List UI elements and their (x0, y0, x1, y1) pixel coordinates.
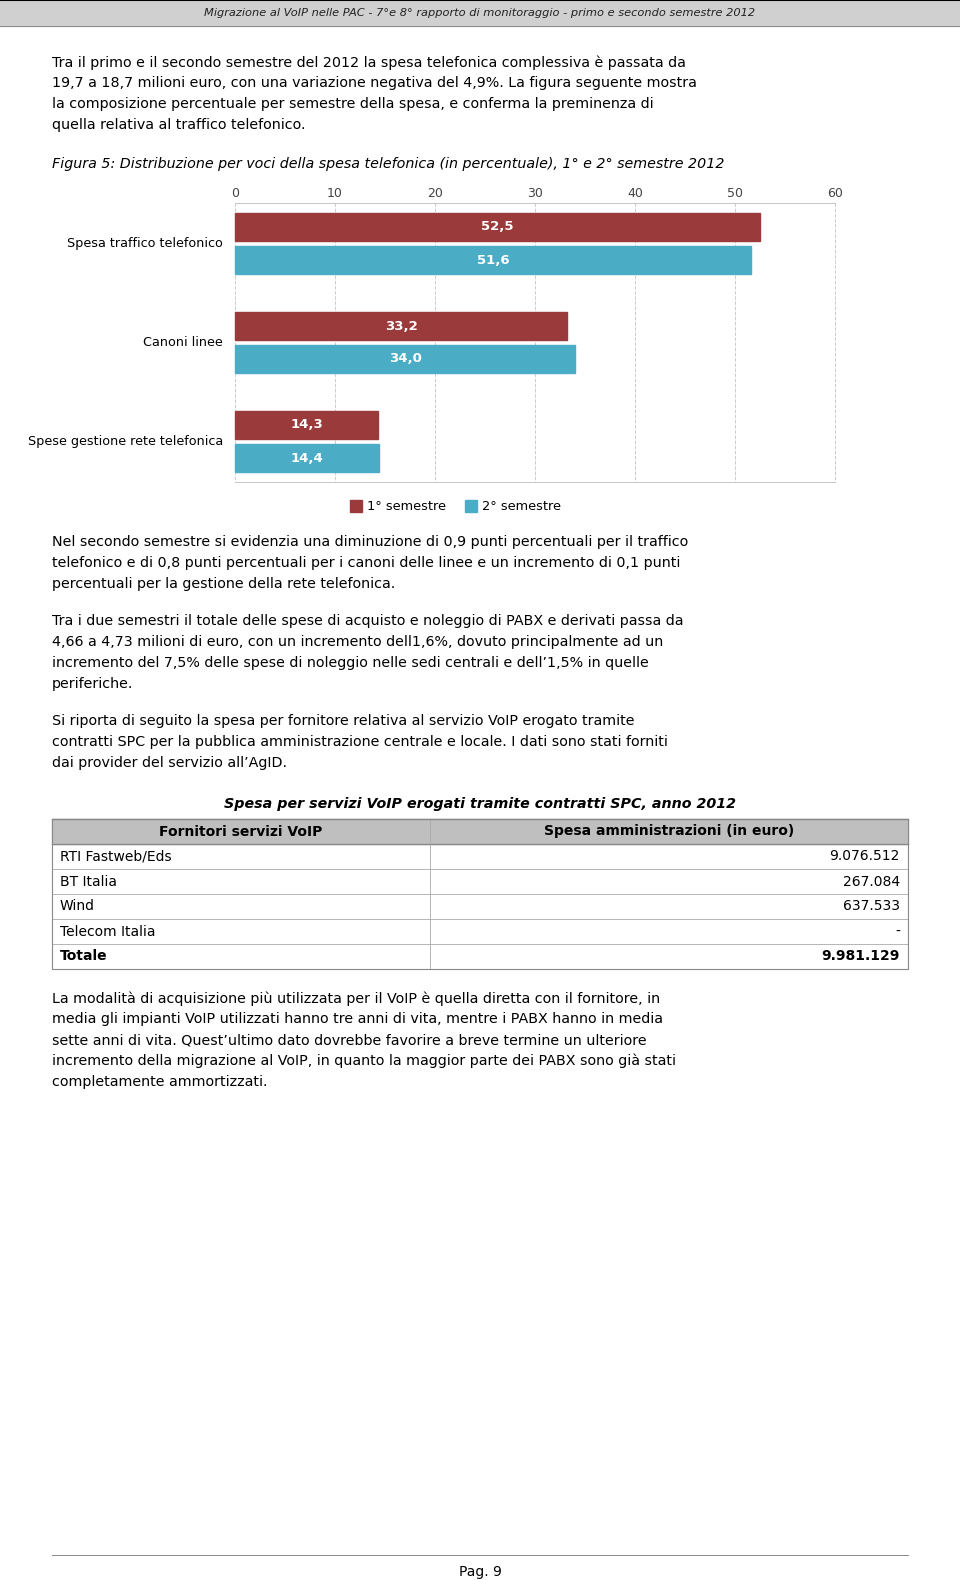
Bar (52, 818, 908, 844)
Bar (235, 411, 378, 439)
Bar (350, 499, 362, 512)
Text: 50: 50 (727, 186, 743, 201)
Text: completamente ammortizzati.: completamente ammortizzati. (52, 1074, 268, 1089)
Text: percentuali per la gestione della rete telefonica.: percentuali per la gestione della rete t… (52, 577, 396, 591)
Text: 20: 20 (427, 186, 443, 201)
Text: Canoni linee: Canoni linee (143, 337, 223, 349)
Text: Figura 5: Distribuzione per voci della spesa telefonica (in percentuale), 1° e 2: Figura 5: Distribuzione per voci della s… (52, 156, 725, 171)
Text: 14,4: 14,4 (291, 452, 324, 465)
Text: periferiche.: periferiche. (52, 676, 133, 690)
Text: media gli impianti VoIP utilizzati hanno tre anni di vita, mentre i PABX hanno i: media gli impianti VoIP utilizzati hanno… (52, 1013, 663, 1025)
Text: BT Italia: BT Italia (60, 874, 117, 888)
Bar (235, 311, 567, 340)
Text: la composizione percentuale per semestre della spesa, e conferma la preminenza d: la composizione percentuale per semestre… (52, 96, 654, 111)
Text: Tra i due semestri il totale delle spese di acquisto e noleggio di PABX e deriva: Tra i due semestri il totale delle spese… (52, 615, 684, 627)
Text: Spesa traffico telefonico: Spesa traffico telefonico (67, 237, 223, 250)
Text: 52,5: 52,5 (481, 221, 514, 234)
Text: contratti SPC per la pubblica amministrazione centrale e locale. I dati sono sta: contratti SPC per la pubblica amministra… (52, 735, 668, 749)
Text: 51,6: 51,6 (477, 253, 510, 267)
Text: 9.076.512: 9.076.512 (829, 850, 900, 864)
Text: 40: 40 (627, 186, 643, 201)
Text: 2° semestre: 2° semestre (482, 499, 561, 512)
Text: 0: 0 (231, 186, 239, 201)
Text: Migrazione al VoIP nelle PAC - 7°e 8° rapporto di monitoraggio - primo e secondo: Migrazione al VoIP nelle PAC - 7°e 8° ra… (204, 8, 756, 17)
Text: dai provider del servizio all’AgID.: dai provider del servizio all’AgID. (52, 755, 287, 769)
Text: 637.533: 637.533 (843, 899, 900, 913)
Bar (235, 246, 751, 273)
Text: 10: 10 (327, 186, 343, 201)
Text: 1° semestre: 1° semestre (367, 499, 446, 512)
Text: Nel secondo semestre si evidenzia una diminuzione di 0,9 punti percentuali per i: Nel secondo semestre si evidenzia una di… (52, 536, 688, 548)
Text: 34,0: 34,0 (389, 352, 421, 365)
Text: Tra il primo e il secondo semestre del 2012 la spesa telefonica complessiva è pa: Tra il primo e il secondo semestre del 2… (52, 55, 685, 70)
Bar (235, 444, 379, 472)
Text: RTI Fastweb/Eds: RTI Fastweb/Eds (60, 850, 172, 864)
Text: Si riporta di seguito la spesa per fornitore relativa al servizio VoIP erogato t: Si riporta di seguito la spesa per forni… (52, 714, 635, 728)
Text: Wind: Wind (60, 899, 95, 913)
Text: incremento del 7,5% delle spese di noleggio nelle sedi centrali e dell’1,5% in q: incremento del 7,5% delle spese di noleg… (52, 656, 649, 670)
Text: Pag. 9: Pag. 9 (459, 1566, 501, 1578)
Text: 19,7 a 18,7 milioni euro, con una variazione negativa del 4,9%. La figura seguen: 19,7 a 18,7 milioni euro, con una variaz… (52, 76, 697, 90)
Text: quella relativa al traffico telefonico.: quella relativa al traffico telefonico. (52, 118, 305, 133)
Text: 30: 30 (527, 186, 543, 201)
Bar (52, 818, 908, 969)
Text: Spesa amministrazioni (in euro): Spesa amministrazioni (in euro) (544, 825, 794, 839)
Text: Fornitori servizi VoIP: Fornitori servizi VoIP (159, 825, 323, 839)
Text: Spese gestione rete telefonica: Spese gestione rete telefonica (28, 435, 223, 449)
Text: Totale: Totale (60, 950, 108, 964)
Text: 4,66 a 4,73 milioni di euro, con un incremento dell1,6%, dovuto principalmente a: 4,66 a 4,73 milioni di euro, con un incr… (52, 635, 663, 649)
Bar (235, 344, 575, 373)
Text: Spesa per servizi VoIP erogati tramite contratti SPC, anno 2012: Spesa per servizi VoIP erogati tramite c… (224, 796, 736, 811)
Text: La modalità di acquisizione più utilizzata per il VoIP è quella diretta con il f: La modalità di acquisizione più utilizza… (52, 991, 660, 1005)
Text: 14,3: 14,3 (290, 419, 323, 431)
Text: 267.084: 267.084 (843, 874, 900, 888)
Bar (0, 0, 960, 25)
Text: 9.981.129: 9.981.129 (822, 950, 900, 964)
Bar (235, 213, 760, 242)
Text: -: - (895, 924, 900, 939)
Text: sette anni di vita. Quest’ultimo dato dovrebbe favorire a breve termine un ulter: sette anni di vita. Quest’ultimo dato do… (52, 1033, 647, 1048)
Text: 33,2: 33,2 (385, 319, 418, 332)
Bar (465, 499, 477, 512)
Text: 60: 60 (828, 186, 843, 201)
Text: Telecom Italia: Telecom Italia (60, 924, 156, 939)
Text: incremento della migrazione al VoIP, in quanto la maggior parte dei PABX sono gi: incremento della migrazione al VoIP, in … (52, 1054, 676, 1068)
Text: telefonico e di 0,8 punti percentuali per i canoni delle linee e un incremento d: telefonico e di 0,8 punti percentuali pe… (52, 556, 681, 570)
